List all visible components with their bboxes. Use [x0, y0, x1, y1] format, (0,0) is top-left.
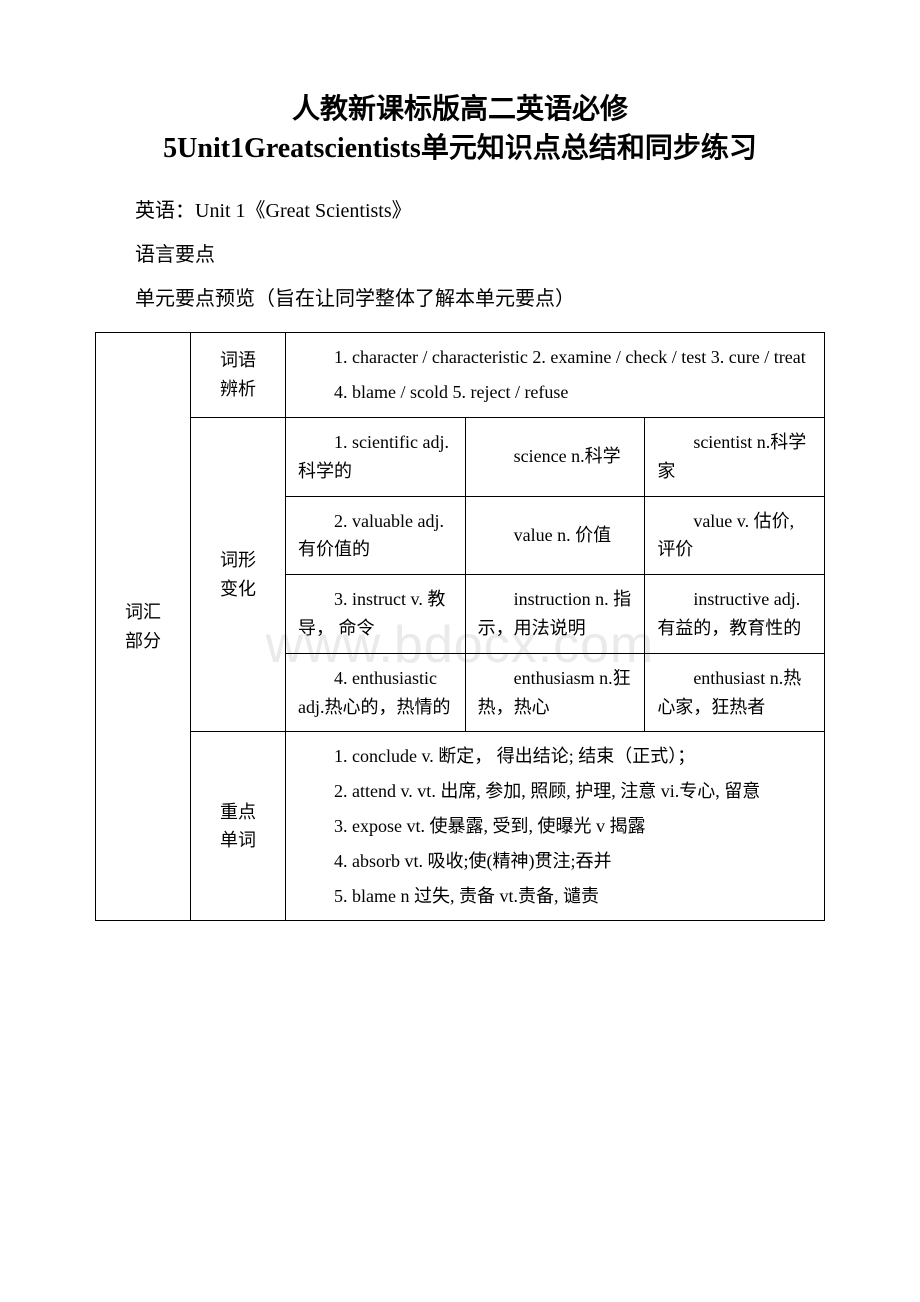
bianhua-cell: 2. valuable adj.有价值的 [286, 496, 466, 575]
bianhua-cell: 3. instruct v. 教导， 命令 [286, 575, 466, 654]
bianxi-content-line1: 1. character / characteristic 2. examine… [298, 343, 812, 372]
bianhua-cell: instruction n. 指示，用法说明 [465, 575, 645, 654]
zhongdian-item: 1. conclude v. 断定， 得出结论; 结束（正式）； [298, 742, 812, 771]
zhongdian-content-cell: 1. conclude v. 断定， 得出结论; 结束（正式）； 2. atte… [286, 732, 825, 921]
zhongdian-label-2: 单词 [203, 826, 273, 855]
bianxi-content-line2: 4. blame / scold 5. reject / refuse [298, 378, 812, 407]
document-content: 人教新课标版高二英语必修 5Unit1Greatscientists单元知识点总… [95, 90, 825, 921]
subtitle-3: 单元要点预览（旨在让同学整体了解本单元要点） [95, 281, 825, 317]
row-header-line1: 词汇 [108, 598, 178, 627]
bianhua-cell: enthusiasm n.狂热，热心 [465, 653, 645, 732]
bianhua-cell: enthusiast n.热心家，狂热者 [645, 653, 825, 732]
table-row: 词形 变化 1. scientific adj.科学的 science n.科学… [96, 417, 825, 496]
bianhua-cell: 4. enthusiastic adj.热心的，热情的 [286, 653, 466, 732]
bianhua-cell: scientist n.科学家 [645, 417, 825, 496]
subtitle-2: 语言要点 [95, 237, 825, 273]
bianhua-cell: value n. 价值 [465, 496, 645, 575]
vocabulary-table-container: 词汇 部分 词语 辨析 1. character / characteristi… [95, 332, 825, 921]
bianhua-cell: 1. scientific adj.科学的 [286, 417, 466, 496]
subtitle-1: 英语：Unit 1《Great Scientists》 [95, 193, 825, 229]
zhongdian-item: 2. attend v. vt. 出席, 参加, 照顾, 护理, 注意 vi.专… [298, 777, 812, 806]
zhongdian-item: 3. expose vt. 使暴露, 受到, 使曝光 v 揭露 [298, 812, 812, 841]
bianxi-label-1: 词语 [203, 346, 273, 375]
bianxi-label-2: 辨析 [203, 375, 273, 404]
bianhua-label-2: 变化 [203, 575, 273, 604]
bianhua-cell: science n.科学 [465, 417, 645, 496]
bianhua-cell: instructive adj.有益的，教育性的 [645, 575, 825, 654]
table-row: 词汇 部分 词语 辨析 1. character / characteristi… [96, 333, 825, 418]
zhongdian-label-1: 重点 [203, 798, 273, 827]
title-line-2: 5Unit1Greatscientists单元知识点总结和同步练习 [95, 129, 825, 168]
row-header-vocabulary: 词汇 部分 [96, 333, 191, 921]
bianxi-content-cell: 1. character / characteristic 2. examine… [286, 333, 825, 418]
table-row: 重点 单词 1. conclude v. 断定， 得出结论; 结束（正式）； 2… [96, 732, 825, 921]
section-header-bianhua: 词形 变化 [191, 417, 286, 731]
zhongdian-item: 4. absorb vt. 吸收;使(精神)贯注;吞并 [298, 847, 812, 876]
zhongdian-item: 5. blame n 过失, 责备 vt.责备, 谴责 [298, 882, 812, 911]
main-title: 人教新课标版高二英语必修 5Unit1Greatscientists单元知识点总… [95, 90, 825, 168]
row-header-line2: 部分 [108, 627, 178, 656]
bianhua-cell: value v. 估价, 评价 [645, 496, 825, 575]
vocabulary-table: 词汇 部分 词语 辨析 1. character / characteristi… [95, 332, 825, 921]
title-line-1: 人教新课标版高二英语必修 [95, 90, 825, 129]
section-header-zhongdian: 重点 单词 [191, 732, 286, 921]
section-header-bianxi: 词语 辨析 [191, 333, 286, 418]
bianhua-label-1: 词形 [203, 546, 273, 575]
